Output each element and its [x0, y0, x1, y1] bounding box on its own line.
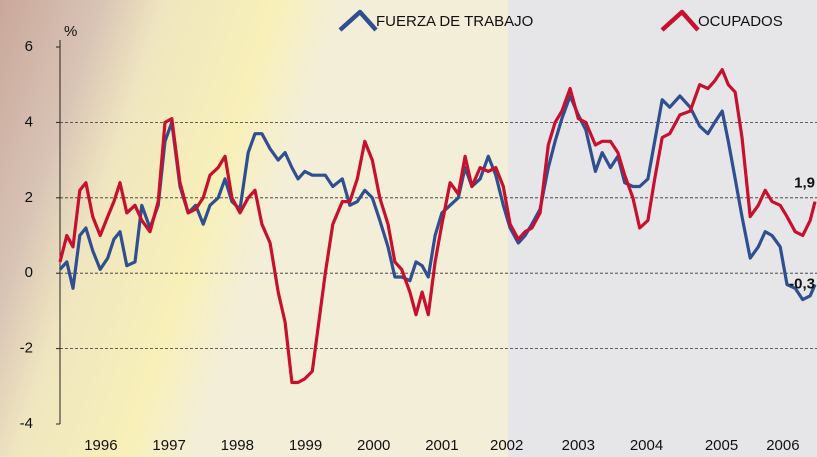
- x-tick-label: 2005: [705, 437, 738, 454]
- x-tick-label: 1998: [221, 437, 254, 454]
- x-tick-label: 2002: [490, 437, 523, 454]
- x-tick-label: 1996: [84, 437, 117, 454]
- y-tick-label: -4: [20, 415, 33, 432]
- y-tick-label: 4: [25, 113, 33, 130]
- y-tick-label: 2: [25, 189, 33, 206]
- legend-label: FUERZA DE TRABAJO: [376, 13, 533, 30]
- end-label: -0,3: [789, 275, 815, 292]
- end-label: 1,9: [794, 175, 815, 192]
- page: {"chart_data": {"type": "line", "y_label…: [0, 0, 817, 457]
- y-axis-label: %: [64, 23, 77, 40]
- x-tick-label: 1997: [152, 437, 185, 454]
- x-tick-label: 2000: [357, 437, 390, 454]
- background-panel: [508, 0, 817, 457]
- x-tick-label: 2006: [766, 437, 799, 454]
- y-tick-label: 6: [25, 38, 33, 55]
- chart: % -4 -2 0 2 4 6 1996 1997 1998 1999 2000 2001 2002 20…: [0, 0, 817, 457]
- y-tick-label: -2: [20, 340, 33, 357]
- x-tick-label: 2001: [425, 437, 458, 454]
- y-tick-label: 0: [25, 264, 33, 281]
- legend-label: OCUPADOS: [698, 13, 783, 30]
- x-tick-label: 2003: [562, 437, 595, 454]
- x-tick-label: 1999: [289, 437, 322, 454]
- x-tick-label: 2004: [630, 437, 663, 454]
